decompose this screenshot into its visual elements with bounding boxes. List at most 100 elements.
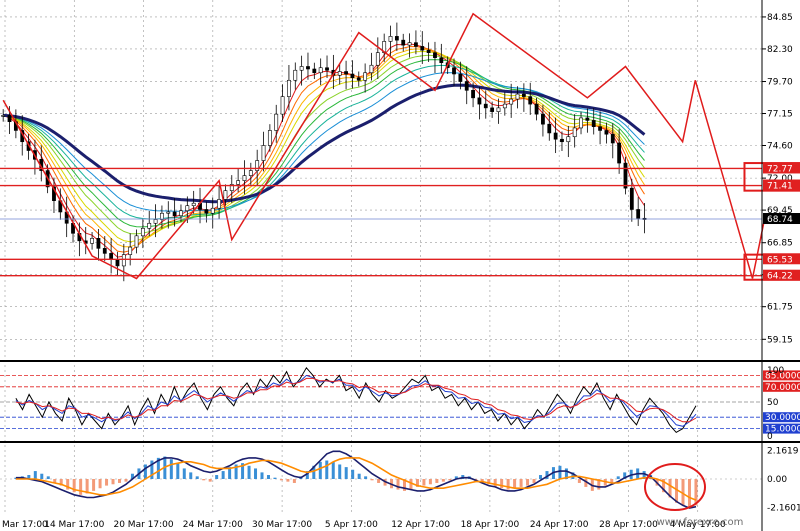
candle-body bbox=[255, 160, 260, 171]
candle-body bbox=[350, 73, 355, 79]
candle-body bbox=[128, 246, 133, 255]
candle-body bbox=[401, 39, 406, 46]
macd-histogram-bar bbox=[202, 479, 206, 481]
macd-histogram-bar bbox=[493, 479, 497, 487]
macd-histogram-bar bbox=[506, 479, 510, 490]
osc-level-tag bbox=[763, 370, 800, 381]
candle-body bbox=[140, 227, 145, 237]
level-tag bbox=[763, 213, 800, 225]
x-tick-label: 4 May 17:00 bbox=[670, 520, 726, 530]
candle-body bbox=[172, 211, 177, 217]
candle-body bbox=[502, 103, 507, 109]
candle-body bbox=[483, 103, 488, 109]
candle-body bbox=[204, 209, 209, 214]
macd-histogram-bar bbox=[396, 479, 400, 490]
candle-body bbox=[490, 107, 495, 112]
y-tick-label: 82.30 bbox=[767, 45, 793, 55]
macd-histogram-bar bbox=[500, 479, 504, 489]
candle-body bbox=[623, 162, 628, 189]
macd-histogram-bar bbox=[72, 479, 76, 493]
osc-level-tag bbox=[763, 381, 800, 392]
macd-histogram-bar bbox=[260, 472, 264, 479]
macd-histogram-bar bbox=[189, 472, 193, 479]
macd-histogram-bar bbox=[325, 460, 329, 479]
candle-body bbox=[572, 127, 577, 138]
x-tick-label: 14 Mar 17:00 bbox=[44, 520, 104, 530]
macd-histogram-bar bbox=[675, 479, 679, 503]
candle-body bbox=[185, 205, 190, 212]
macd-histogram-bar bbox=[577, 479, 581, 483]
candle-body bbox=[496, 107, 501, 112]
macd-histogram-bar bbox=[305, 471, 309, 479]
candle-body bbox=[274, 113, 279, 131]
macd-histogram-bar bbox=[513, 479, 517, 489]
macd-histogram-bar bbox=[40, 473, 44, 479]
macd-histogram-bar bbox=[228, 467, 232, 479]
macd-histogram-bar bbox=[532, 479, 536, 483]
macd-histogram-bar bbox=[351, 469, 355, 479]
macd-histogram-bar bbox=[143, 464, 147, 479]
macd-histogram-bar bbox=[545, 471, 549, 479]
candle-body bbox=[166, 211, 171, 214]
macd-histogram-bar bbox=[130, 473, 134, 479]
level-tag bbox=[763, 269, 800, 281]
x-tick-label: 24 Mar 17:00 bbox=[183, 520, 243, 530]
y-tick-label: 77.15 bbox=[767, 110, 793, 120]
osc-level-tag-label: 70.0000 bbox=[765, 383, 800, 393]
macd-histogram-bar bbox=[331, 461, 335, 479]
candle-body bbox=[318, 67, 323, 74]
macd-histogram-bar bbox=[519, 479, 523, 487]
candle-body bbox=[7, 115, 12, 122]
macd-histogram-bar bbox=[539, 475, 543, 479]
macd-histogram-bar bbox=[59, 479, 63, 486]
candle-body bbox=[191, 202, 196, 207]
candle-body bbox=[267, 130, 272, 146]
candle-body bbox=[147, 222, 152, 229]
macd-histogram-bar bbox=[610, 479, 614, 483]
macd-histogram-bar bbox=[98, 479, 102, 489]
candle-body bbox=[236, 180, 241, 185]
candle-body bbox=[121, 254, 126, 267]
macd-histogram-bar bbox=[92, 479, 96, 491]
macd-histogram-bar bbox=[642, 471, 646, 479]
candle-body bbox=[636, 209, 641, 219]
y-tick-label: 72.00 bbox=[767, 174, 793, 184]
macd-histogram-bar bbox=[623, 472, 627, 479]
y-tick-label: 59.15 bbox=[767, 335, 793, 345]
macd-histogram-bar bbox=[118, 479, 122, 483]
candle-body bbox=[229, 184, 234, 191]
macd-histogram-bar bbox=[687, 479, 691, 507]
macd-histogram-bar bbox=[85, 479, 89, 494]
candle-body bbox=[433, 52, 437, 59]
candle-body bbox=[426, 49, 431, 53]
macd-histogram-bar bbox=[14, 477, 18, 479]
candle-body bbox=[560, 138, 564, 143]
macd-histogram-bar bbox=[286, 479, 290, 482]
candle-body bbox=[293, 69, 298, 81]
macd-histogram-bar bbox=[53, 479, 57, 483]
level-tag bbox=[763, 179, 800, 191]
macd-histogram-bar bbox=[435, 479, 439, 483]
osc-level-label: 50 bbox=[767, 398, 779, 408]
candle-body bbox=[394, 36, 399, 41]
candle-body bbox=[160, 212, 164, 220]
candle-body bbox=[337, 71, 342, 76]
macd-histogram-bar bbox=[402, 479, 406, 491]
macd-histogram-bar bbox=[105, 479, 109, 486]
macd-histogram-bar bbox=[681, 479, 685, 506]
candle-body bbox=[299, 66, 304, 71]
candle-body bbox=[363, 72, 368, 81]
y-tick-label: 74.60 bbox=[767, 142, 793, 152]
candle-body bbox=[1, 115, 6, 117]
candle-body bbox=[566, 136, 571, 143]
y-tick-label: 79.70 bbox=[767, 78, 793, 88]
osc-min-label: 0 bbox=[767, 432, 773, 442]
candle-body bbox=[356, 77, 361, 81]
x-tick-label: 28 Apr 17:00 bbox=[599, 520, 658, 530]
macd-histogram-bar bbox=[292, 479, 296, 483]
macd-histogram-bar bbox=[662, 479, 666, 493]
macd-histogram-bar bbox=[33, 471, 37, 479]
candle-body bbox=[210, 207, 215, 214]
osc-level-tag bbox=[763, 412, 800, 423]
